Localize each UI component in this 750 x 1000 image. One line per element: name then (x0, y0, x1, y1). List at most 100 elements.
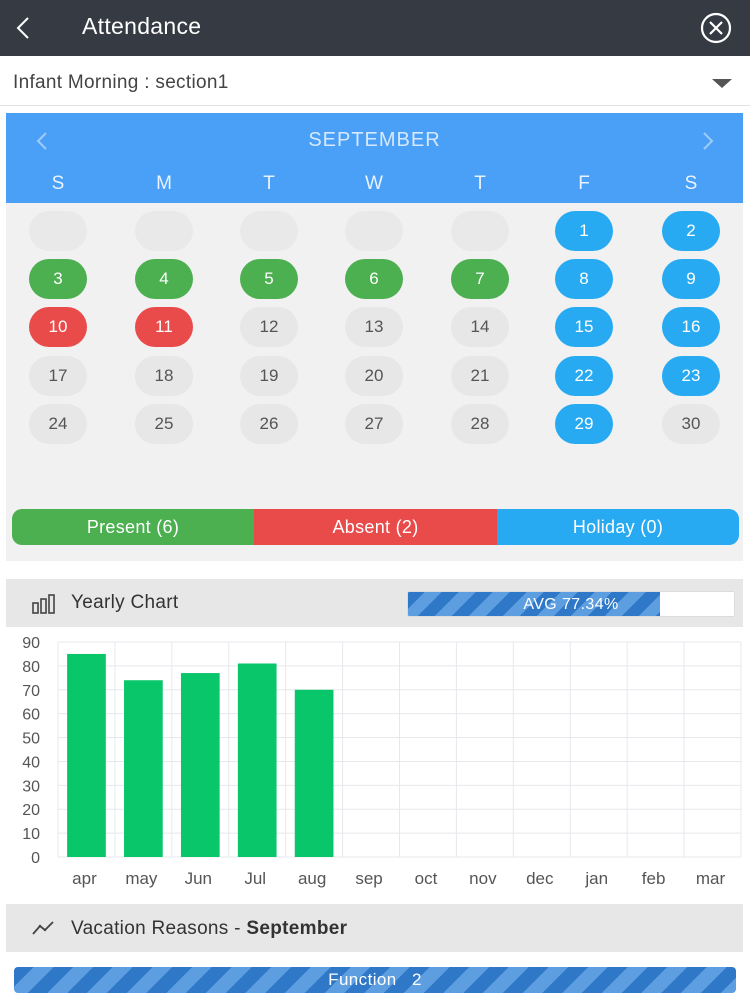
calendar-day[interactable]: 6 (345, 259, 403, 299)
y-tick-label: 80 (22, 659, 40, 676)
vacation-title-text: Vacation Reasons - (71, 918, 247, 939)
yearly-bar-chart-svg: 0 10 20 30 40 50 60 70 80 90 apr may Jun Jul aug sep oct… (22, 635, 742, 888)
calendar-day[interactable]: 9 (662, 259, 720, 299)
weekday-label: S (51, 173, 65, 194)
page-title: Attendance (82, 13, 202, 39)
back-arrow-icon[interactable] (10, 8, 40, 48)
calendar-day[interactable]: 11 (135, 307, 193, 347)
vacation-reason-count: 2 (411, 970, 422, 989)
x-tick-label: sep (355, 869, 382, 888)
calendar-day[interactable]: 20 (345, 356, 403, 396)
calendar-day[interactable]: 18 (135, 356, 193, 396)
x-tick-label: may (125, 869, 158, 888)
y-tick-label: 40 (22, 754, 40, 771)
calendar-empty-cell (240, 211, 298, 251)
vacation-reason-bar: Function 2 (14, 967, 736, 993)
x-tick-label: mar (696, 869, 726, 888)
y-tick-label: 20 (22, 802, 40, 819)
weekday-label: F (578, 173, 590, 194)
attendance-legend: Present (6) Absent (2) Holiday (0) (12, 509, 739, 545)
trend-line-icon (32, 921, 54, 935)
chevron-right-icon[interactable] (696, 127, 720, 155)
bar (67, 653, 106, 857)
calendar-day[interactable]: 14 (451, 307, 509, 347)
y-tick-label: 30 (22, 778, 40, 795)
calendar-day[interactable]: 10 (29, 307, 87, 347)
calendar-day[interactable]: 21 (451, 356, 509, 396)
y-tick-label: 60 (22, 707, 40, 724)
y-tick-label: 50 (22, 731, 40, 748)
weekday-label: W (365, 173, 383, 194)
x-tick-label: apr (72, 869, 97, 888)
section-dropdown-value: Infant Morning : section1 (13, 72, 229, 93)
average-progress-fill (408, 592, 661, 616)
calendar-day[interactable]: 26 (240, 404, 298, 444)
calendar-day[interactable]: 24 (29, 404, 87, 444)
vacation-reasons-title: Vacation Reasons - September (71, 918, 347, 940)
calendar-empty-cell (345, 211, 403, 251)
calendar-day[interactable]: 17 (29, 356, 87, 396)
calendar-day[interactable]: 28 (451, 404, 509, 444)
bar-chart-icon (32, 594, 55, 614)
vacation-reason-name: Function (328, 970, 397, 989)
legend-holiday: Holiday (0) (497, 509, 739, 545)
weekday-label: T (263, 173, 275, 194)
average-progress-bar: AVG 77.34% (407, 591, 735, 617)
calendar-day[interactable]: 15 (555, 307, 613, 347)
calendar-day[interactable]: 8 (555, 259, 613, 299)
weekday-label: T (474, 173, 486, 194)
average-label: AVG 77.34% (523, 596, 619, 613)
calendar-day[interactable]: 29 (555, 404, 613, 444)
calendar-day[interactable]: 30 (662, 404, 720, 444)
weekday-label: M (156, 173, 172, 194)
x-tick-label: feb (642, 869, 666, 888)
bar (294, 689, 334, 857)
calendar-empty-cell (135, 211, 193, 251)
calendar-day[interactable]: 5 (240, 259, 298, 299)
x-tick-label: oct (415, 869, 438, 888)
chevron-left-icon[interactable] (30, 127, 54, 155)
weekday-label: S (684, 173, 698, 194)
close-circle-icon[interactable] (696, 10, 736, 46)
calendar-day[interactable]: 25 (135, 404, 193, 444)
y-tick-label: 10 (22, 826, 40, 843)
calendar-header: SEPTEMBER S M T W T F S (6, 113, 743, 203)
calendar-day[interactable]: 13 (345, 307, 403, 347)
yearly-bar-chart: 0 10 20 30 40 50 60 70 80 90 apr may Jun Jul aug sep oct… (6, 630, 746, 892)
legend-absent: Absent (2) (254, 509, 497, 545)
bar (124, 680, 163, 857)
x-tick-label: nov (469, 869, 497, 888)
app-bar: Attendance (0, 0, 750, 56)
calendar-day[interactable]: 22 (555, 356, 613, 396)
calendar-month: SEPTEMBER (308, 129, 441, 151)
calendar-day[interactable]: 2 (662, 211, 720, 251)
x-tick-label: jan (584, 869, 608, 888)
calendar-empty-cell (29, 211, 87, 251)
calendar-day[interactable]: 19 (240, 356, 298, 396)
calendar-day[interactable]: 4 (135, 259, 193, 299)
y-tick-label: 0 (31, 850, 40, 867)
legend-present: Present (6) (12, 509, 254, 545)
calendar-day[interactable]: 12 (240, 307, 298, 347)
y-tick-label: 70 (22, 683, 40, 700)
x-tick-label: Jun (185, 869, 212, 888)
calendar-day[interactable]: 16 (662, 307, 720, 347)
bar (180, 673, 220, 857)
calendar-day[interactable]: 7 (451, 259, 509, 299)
calendar-empty-cell (451, 211, 509, 251)
x-tick-label: Jul (244, 869, 266, 888)
bar (237, 663, 277, 857)
x-tick-label: dec (526, 869, 554, 888)
calendar-day[interactable]: 3 (29, 259, 87, 299)
calendar-day[interactable]: 23 (662, 356, 720, 396)
dropdown-caret-icon (712, 79, 732, 88)
calendar-day[interactable]: 27 (345, 404, 403, 444)
section-dropdown[interactable]: Infant Morning : section1 (0, 60, 750, 106)
x-tick-label: aug (298, 869, 326, 888)
yearly-chart-header: Yearly Chart AVG 77.34% (6, 579, 743, 627)
yearly-chart-title: Yearly Chart (71, 592, 179, 613)
vacation-month: September (246, 918, 348, 939)
calendar-day[interactable]: 1 (555, 211, 613, 251)
vacation-reasons-header: Vacation Reasons - September (6, 904, 743, 952)
